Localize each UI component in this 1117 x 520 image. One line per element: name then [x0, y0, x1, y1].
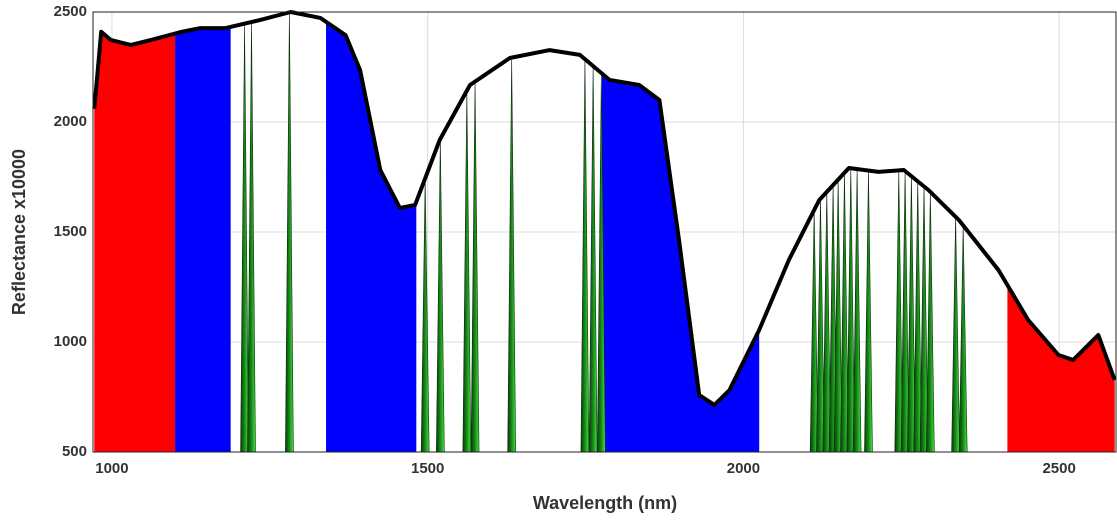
y-tick-label: 2500: [54, 3, 87, 20]
spike: [588, 66, 598, 453]
x-tick-label: 1500: [411, 460, 444, 477]
spike: [436, 138, 445, 453]
spike: [470, 81, 480, 453]
y-tick-label: 500: [62, 443, 87, 460]
plot-frame: [92, 11, 1117, 453]
y-tick-label: 1500: [54, 223, 87, 240]
spike: [926, 191, 935, 453]
spike: [580, 59, 590, 453]
x-tick-label: 2500: [1042, 460, 1075, 477]
x-tick-label: 1000: [95, 460, 128, 477]
spike: [462, 90, 472, 453]
spike: [507, 57, 516, 453]
spike: [951, 216, 960, 453]
spike: [247, 21, 256, 453]
x-axis-label: Wavelength (nm): [533, 493, 677, 513]
spike: [852, 169, 862, 453]
region: [94, 31, 176, 453]
region: [326, 21, 417, 453]
y-axis-label: Reflectance x10000: [9, 149, 29, 315]
y-tick-label: 1000: [54, 333, 87, 350]
y-tick-label: 2000: [54, 113, 87, 130]
spectrum-line: [92, 10, 1117, 407]
spike: [958, 225, 968, 453]
spike: [240, 23, 249, 453]
spike: [864, 170, 873, 453]
region: [1007, 284, 1115, 452]
region: [175, 26, 231, 452]
x-tick-label: 2000: [727, 460, 760, 477]
